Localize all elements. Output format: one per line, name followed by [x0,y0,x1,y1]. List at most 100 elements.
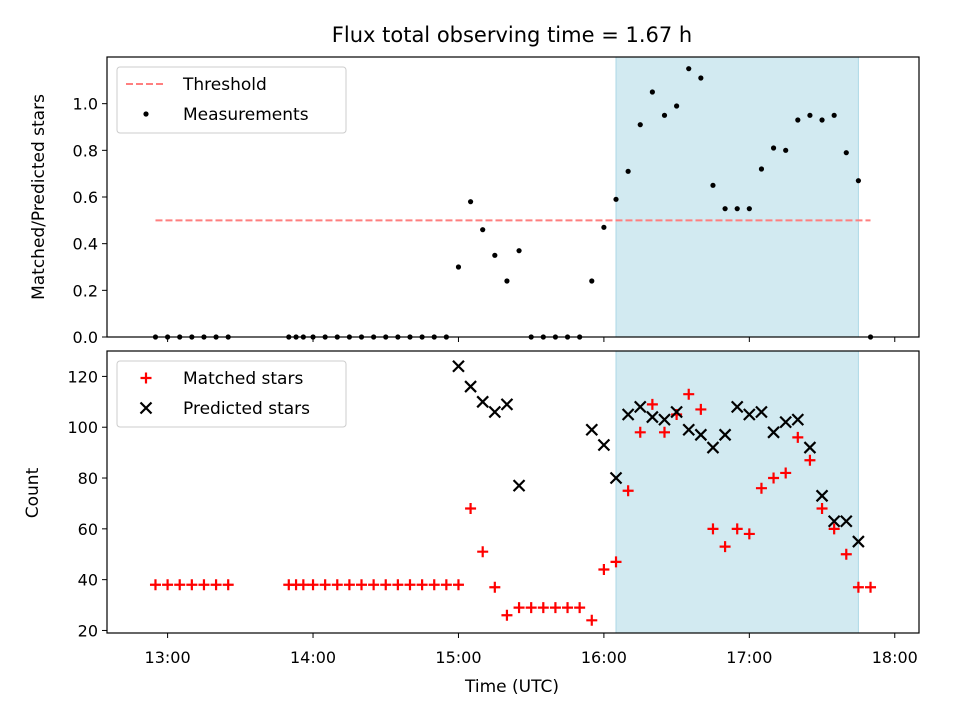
bottom-series-1-point [718,428,732,442]
bottom-series-1-point [743,408,756,421]
bottom-series-0-point [392,579,404,591]
top-series-0-point [831,112,837,118]
top-series-0-point [674,103,680,109]
top-series-0-point [843,150,849,156]
bottom-series-1-point [633,400,647,414]
bottom-series-1-point [840,514,853,528]
legend-label: Predicted stars [183,399,310,419]
x-tick-label: 17:00 [726,648,772,667]
bottom-series-1-point [500,398,514,411]
bottom-series-1-point [646,410,659,424]
bottom-series-0-point [574,602,586,614]
top-series-0-point [807,112,813,118]
bottom-series-1-point [815,489,829,503]
bottom-series-1-point [779,415,792,429]
bottom-series-1-point [730,400,744,414]
bottom-series-0-point [658,426,670,438]
top-series-0-point [710,182,716,188]
bottom-series-0-point [719,541,731,553]
bottom-series-0-point [428,579,440,591]
bottom-series-0-point [452,579,464,591]
bottom-series-1-point [803,441,817,454]
top-y-tick-label: 1.0 [73,95,98,114]
top-series-0-point [625,168,631,174]
bottom-series-1-point [694,428,708,442]
bottom-series-0-point [852,581,864,593]
bottom-y-tick-label: 80 [78,469,98,488]
top-y-tick-label: 0.6 [73,188,98,207]
top-series-0-point [637,122,643,128]
bottom-series-1-point [597,438,611,452]
top-series-0-point [504,278,510,284]
bottom-series-0-point [695,403,707,415]
bottom-series-0-point [404,579,416,591]
bottom-series-0-point [549,602,561,614]
legend-label: Matched stars [183,369,303,389]
top-y-tick-label: 0.8 [73,141,98,160]
top-series-0-point [758,166,765,172]
bottom-series-0-point [416,579,428,591]
bottom-series-0-point [307,579,319,591]
bottom-series-1-point [791,413,805,426]
bottom-series-1-point [464,380,477,393]
top-series-0-point [467,199,474,205]
bottom-series-0-point [489,581,501,593]
bottom-series-1-point [609,471,623,485]
bottom-series-0-point [343,579,355,591]
top-series-0-point [613,196,619,202]
bottom-series-0-point [465,503,477,515]
bottom-series-0-point [222,579,234,591]
top-series-0-point [722,206,728,212]
bottom-series-1-point [706,441,720,454]
top-series-0-point [686,66,692,72]
bottom-series-0-point [610,556,622,568]
bottom-series-0-point [646,398,658,410]
bottom-series-0-point [331,579,343,591]
top-panel: 0.0 0.2 0.4 0.6 0.8 1.0 Threshold Measurements [73,56,920,347]
bottom-series-0-point [356,579,368,591]
top-y-tick-label: 0.2 [73,281,98,300]
bottom-series-0-point [768,472,780,484]
bottom-series-0-point [162,579,174,591]
legend-label: Threshold [182,75,267,95]
bottom-y-tick-label: 40 [78,571,98,590]
bottom-series-0-point [380,579,392,591]
bottom-y-tick-label: 120 [67,367,98,386]
top-y-tick-label: 0.0 [73,328,98,347]
bottom-series-0-point [149,579,161,591]
bottom-series-0-point [683,388,695,400]
bottom-series-0-point [368,579,380,591]
bottom-series-1-point [827,514,841,528]
bottom-series-0-point [731,523,743,535]
bottom-series-0-point [816,503,828,515]
bottom-series-0-point [501,609,513,621]
top-series-0-point [734,206,740,212]
x-tick-label: 18:00 [872,648,918,667]
bottom-axes-frame [106,350,920,634]
legend-marker-swatch [140,372,152,384]
bottom-y-axis-label: Count [23,467,43,518]
chart-title: Flux total observing time = 1.67 h [332,23,692,47]
bottom-series-0-point [586,614,598,626]
bottom-series-0-point [440,579,452,591]
top-series-0-point [649,89,655,95]
x-tick-label: 16:00 [581,648,627,667]
bottom-series-1-point [767,426,780,439]
bottom-series-0-point [622,485,634,497]
bottom-series-0-point [210,579,222,591]
x-tick-label: 14:00 [290,648,336,667]
bottom-series-0-point [537,602,549,614]
top-legend-box [116,66,347,134]
x-axis-label: Time (UTC) [464,677,559,697]
bottom-series-1-point [512,479,526,492]
top-series-0-point [455,264,462,270]
bottom-series-0-point [477,546,489,558]
bottom-series-0-point [598,563,610,575]
bottom-panel: 20 40 60 80 100 120 13:00 14:00 15:00 16:00 17:00 1… [67,350,920,667]
bottom-y-tick-label: 20 [78,621,98,640]
bottom-series-1-point [755,405,768,419]
bottom-series-1-point [452,359,465,373]
bottom-series-0-point [865,581,877,593]
bottom-series-0-point [804,454,816,466]
